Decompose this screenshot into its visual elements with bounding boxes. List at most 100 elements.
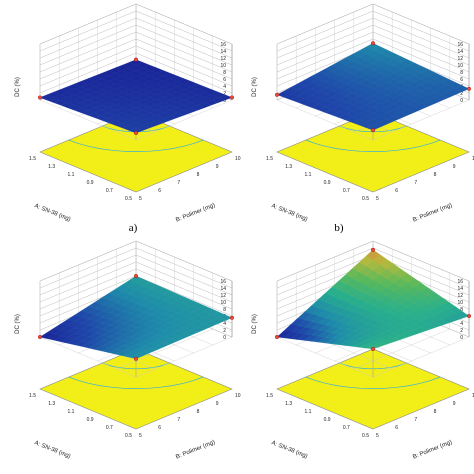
x-tick-label: 1.5 xyxy=(266,156,273,162)
y-tick-label: 6 xyxy=(395,188,398,194)
design-point xyxy=(133,130,138,135)
z-tick-label: 10 xyxy=(220,300,226,306)
x-tick-label: 0.9 xyxy=(324,180,331,186)
contour-line xyxy=(305,376,441,389)
x-tick-label: 0.9 xyxy=(87,417,94,423)
design-point xyxy=(229,95,234,100)
design-point xyxy=(38,95,43,100)
x-tick-label: 0.7 xyxy=(343,188,350,194)
z-tick-label: 2 xyxy=(460,328,463,334)
design-point xyxy=(275,92,280,97)
surface-cell xyxy=(128,127,144,134)
z-tick-label: 2 xyxy=(223,328,226,334)
design-point xyxy=(371,41,376,46)
y-tick-label: 5 xyxy=(139,196,142,202)
z-tick-label: 8 xyxy=(460,307,463,313)
contour-line xyxy=(305,139,441,152)
z-tick-label: 12 xyxy=(457,56,463,62)
y-axis-label: B: Polimer (mg) xyxy=(412,202,453,223)
y-tick-label: 10 xyxy=(235,156,241,162)
grid-line xyxy=(372,99,470,141)
surface-cell xyxy=(365,124,381,131)
z-tick-label: 0 xyxy=(460,335,463,341)
z-tick-label: 10 xyxy=(220,63,226,69)
z-tick-label: 8 xyxy=(223,307,226,313)
design-point xyxy=(371,128,376,133)
contour-line xyxy=(68,376,204,389)
surface-cell xyxy=(128,354,144,359)
z-tick-label: 14 xyxy=(457,286,463,292)
y-tick-label: 9 xyxy=(216,401,219,407)
z-tick-label: 0 xyxy=(460,98,463,104)
y-tick-label: 10 xyxy=(472,393,474,399)
y-tick-label: 8 xyxy=(434,172,437,178)
z-tick-label: 16 xyxy=(457,42,463,48)
x-tick-label: 0.5 xyxy=(125,433,132,439)
y-tick-label: 7 xyxy=(414,180,417,186)
y-axis-label: B: Polimer (mg) xyxy=(175,439,216,460)
y-tick-label: 6 xyxy=(395,425,398,431)
z-tick-label: 12 xyxy=(220,56,226,62)
y-tick-label: 5 xyxy=(376,433,379,439)
y-tick-label: 7 xyxy=(177,180,180,186)
y-tick-label: 8 xyxy=(434,409,437,415)
z-axis-label: DC (%) xyxy=(15,314,21,334)
grid-line xyxy=(135,99,233,141)
grid-line xyxy=(276,336,374,378)
x-tick-label: 1.5 xyxy=(29,393,36,399)
grid-line xyxy=(353,328,450,370)
x-tick-label: 0.9 xyxy=(87,180,94,186)
z-tick-label: 2 xyxy=(223,91,226,97)
x-tick-label: 1.1 xyxy=(67,172,74,178)
z-tick-label: 12 xyxy=(457,293,463,299)
design-point xyxy=(38,335,43,340)
y-tick-label: 6 xyxy=(158,188,161,194)
y-tick-label: 7 xyxy=(414,417,417,423)
z-tick-label: 6 xyxy=(460,77,463,83)
x-tick-label: 0.7 xyxy=(106,425,113,431)
x-tick-label: 1.3 xyxy=(285,164,292,170)
grid-line xyxy=(116,328,213,370)
z-tick-label: 6 xyxy=(223,77,226,83)
x-tick-label: 0.7 xyxy=(106,188,113,194)
x-tick-label: 1.3 xyxy=(285,401,292,407)
grid-line xyxy=(276,99,374,141)
z-tick-label: 0 xyxy=(223,335,226,341)
design-point xyxy=(371,347,376,352)
design-point xyxy=(133,356,138,361)
y-tick-label: 7 xyxy=(177,417,180,423)
y-tick-label: 5 xyxy=(139,433,142,439)
z-tick-label: 10 xyxy=(457,63,463,69)
z-tick-label: 12 xyxy=(220,293,226,299)
x-tick-label: 1.3 xyxy=(48,164,55,170)
y-tick-label: 9 xyxy=(453,401,456,407)
x-axis-label: A: SN-38 (mg) xyxy=(270,440,308,460)
x-axis-label: A: SN-38 (mg) xyxy=(270,203,308,223)
z-tick-label: 14 xyxy=(220,49,226,55)
design-point xyxy=(467,86,472,91)
x-tick-label: 0.9 xyxy=(324,417,331,423)
z-tick-label: 14 xyxy=(220,286,226,292)
design-point xyxy=(371,247,376,252)
z-tick-label: 4 xyxy=(223,321,226,327)
grid-line xyxy=(39,336,137,378)
z-tick-label: 14 xyxy=(457,49,463,55)
z-axis-label: DC (%) xyxy=(252,77,258,97)
x-tick-label: 0.5 xyxy=(125,196,132,202)
design-point xyxy=(229,315,234,320)
x-tick-label: 0.5 xyxy=(362,196,369,202)
z-tick-label: 16 xyxy=(220,42,226,48)
design-point xyxy=(467,314,472,319)
x-tick-label: 1.1 xyxy=(304,409,311,415)
z-tick-label: 4 xyxy=(223,84,226,90)
z-tick-label: 10 xyxy=(457,300,463,306)
x-tick-label: 0.7 xyxy=(343,425,350,431)
y-tick-label: 8 xyxy=(197,172,200,178)
x-tick-label: 1.5 xyxy=(29,156,36,162)
z-tick-label: 16 xyxy=(220,279,226,285)
design-point xyxy=(275,335,280,340)
z-tick-label: 8 xyxy=(223,70,226,76)
